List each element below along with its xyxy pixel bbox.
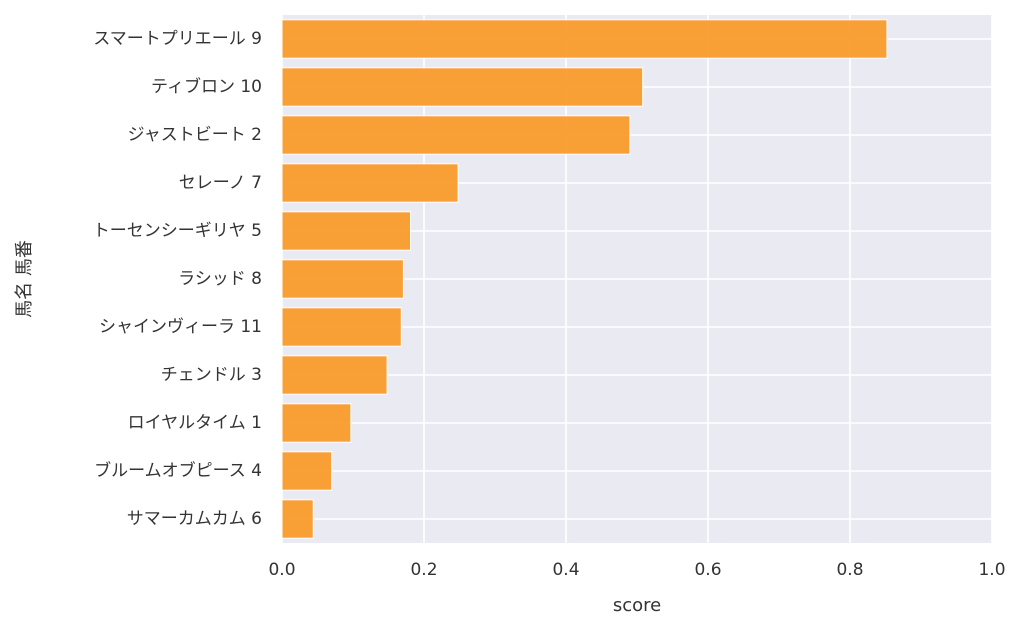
bar xyxy=(281,19,888,59)
y-axis-title: 馬名 馬番 xyxy=(14,240,35,318)
y-tick-label: トーセンシーギリヤ 5 xyxy=(93,221,262,241)
bar xyxy=(281,163,459,203)
y-tick-label: サマーカムカム 6 xyxy=(127,509,262,529)
bar xyxy=(281,307,402,347)
y-tick-label: セレーノ 7 xyxy=(179,173,262,193)
bar xyxy=(281,115,631,155)
y-tick-labels: スマートプリエール 9 ティブロン 10 ジャストビート 2 セレーノ 7 トーセンシー… xyxy=(93,29,262,529)
y-tick-label: ブルームオブピース 4 xyxy=(94,460,262,481)
bar xyxy=(281,259,404,299)
bar xyxy=(281,67,644,107)
x-axis-title: score xyxy=(613,595,661,616)
bars xyxy=(281,19,888,539)
x-tick-label: 0.2 xyxy=(410,560,437,580)
y-tick-label: ラシッド 8 xyxy=(178,269,262,289)
x-tick-label: 0.0 xyxy=(268,560,295,580)
bar xyxy=(281,355,388,395)
bar xyxy=(281,499,314,539)
y-tick-label: チェンドル 3 xyxy=(161,365,262,385)
y-tick-label: シャインヴィーラ 11 xyxy=(99,317,262,337)
x-tick-label: 1.0 xyxy=(978,560,1005,580)
x-tick-label: 0.4 xyxy=(552,560,579,580)
bar xyxy=(281,403,352,443)
x-tick-labels: 0.0 0.2 0.4 0.6 0.8 1.0 xyxy=(268,560,1005,580)
y-tick-label: ティブロン 10 xyxy=(151,76,262,97)
bar xyxy=(281,211,412,251)
x-tick-label: 0.6 xyxy=(694,560,721,580)
y-tick-label: ジャストビート 2 xyxy=(128,125,262,145)
y-tick-label: ロイヤルタイム 1 xyxy=(128,413,262,433)
x-tick-label: 0.8 xyxy=(836,560,863,580)
bar xyxy=(281,451,333,491)
y-tick-label: スマートプリエール 9 xyxy=(93,29,262,49)
